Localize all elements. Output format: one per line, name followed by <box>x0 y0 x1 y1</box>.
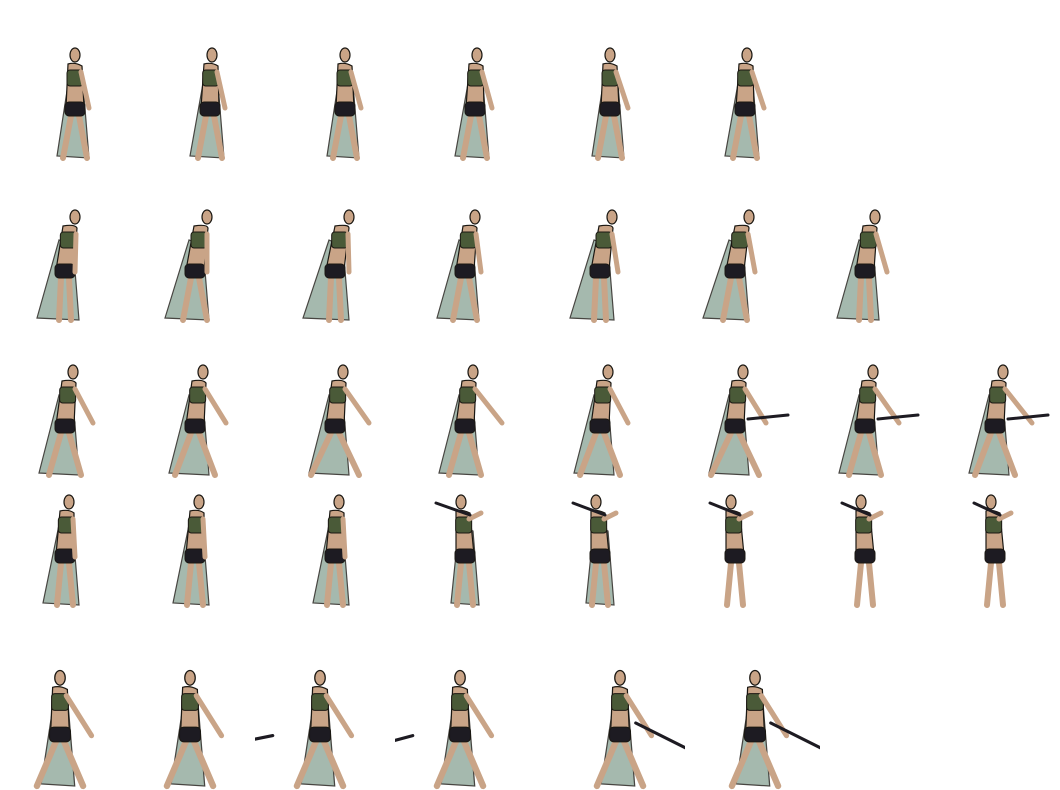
sprite-frame-attack-5 <box>535 335 665 485</box>
character-figure <box>168 364 229 478</box>
character-figure <box>569 209 621 323</box>
sprite-frame-idle-6 <box>680 18 810 168</box>
character-figure <box>312 494 350 608</box>
sprite-frame-idle-3 <box>280 18 410 168</box>
sprite-frame-walk-6 <box>670 180 800 330</box>
character-figure <box>593 669 685 790</box>
sprite-frame-jump-7 <box>800 465 930 615</box>
sprite-frame-attack-6 <box>670 335 800 485</box>
character-figure <box>164 209 213 323</box>
character-figure <box>702 209 758 323</box>
character-figure <box>836 209 890 323</box>
character-figure <box>326 47 364 161</box>
sprite-frame-jump-1 <box>0 465 130 615</box>
sprite-frame-walk-7 <box>800 180 930 330</box>
character-figure <box>968 364 1050 478</box>
sprite-frame-walk-4 <box>400 180 530 330</box>
sprite-frame-cast-3 <box>255 640 385 790</box>
sprite-frame-walk-3 <box>270 180 400 330</box>
sprite-frame-attack-2 <box>130 335 260 485</box>
sprite-frame-jump-5 <box>535 465 665 615</box>
sprite-frame-jump-2 <box>130 465 260 615</box>
sprite-frame-cast-5 <box>555 640 685 790</box>
character-figure <box>838 364 920 478</box>
sprite-sheet <box>0 18 1060 790</box>
character-figure <box>189 47 228 161</box>
sprite-frame-cast-4 <box>395 640 525 790</box>
sprite-frame-attack-4 <box>400 335 530 485</box>
character-figure <box>436 209 484 323</box>
character-figure <box>708 364 790 478</box>
sprite-frame-attack-1 <box>0 335 130 485</box>
sprite-frame-attack-3 <box>270 335 400 485</box>
character-figure <box>438 364 505 478</box>
character-figure <box>172 494 210 608</box>
character-figure <box>395 669 495 790</box>
character-figure <box>728 669 820 790</box>
sprite-frame-jump-6 <box>670 465 800 615</box>
sprite-frame-jump-3 <box>270 465 400 615</box>
sprite-frame-idle-4 <box>410 18 540 168</box>
sprite-frame-cast-1 <box>0 640 125 790</box>
character-figure <box>302 209 355 323</box>
character-figure <box>454 47 495 161</box>
character-figure <box>591 47 631 161</box>
character-figure <box>36 209 81 323</box>
sprite-frame-walk-2 <box>130 180 260 330</box>
sprite-frame-walk-1 <box>0 180 130 330</box>
sprite-frame-jump-8 <box>930 465 1060 615</box>
character-figure <box>972 494 1014 608</box>
sprite-frame-cast-2 <box>125 640 255 790</box>
character-figure <box>571 494 619 608</box>
character-figure <box>434 494 484 608</box>
sprite-frame-attack-7 <box>800 335 930 485</box>
character-figure <box>724 47 767 161</box>
sprite-frame-idle-5 <box>545 18 675 168</box>
sprite-frame-idle-1 <box>10 18 140 168</box>
character-figure <box>56 47 92 161</box>
character-figure <box>255 669 355 790</box>
sprite-frame-cast-6 <box>690 640 820 790</box>
character-figure <box>708 494 754 608</box>
character-figure <box>163 669 225 790</box>
character-figure <box>42 494 80 608</box>
character-figure <box>308 364 372 478</box>
character-figure <box>33 669 95 790</box>
character-figure <box>840 494 884 608</box>
character-figure <box>38 364 96 478</box>
sprite-frame-walk-5 <box>535 180 665 330</box>
sprite-frame-jump-4 <box>400 465 530 615</box>
sprite-frame-attack-8 <box>930 335 1060 485</box>
character-figure <box>573 364 631 478</box>
sprite-frame-idle-2 <box>145 18 275 168</box>
